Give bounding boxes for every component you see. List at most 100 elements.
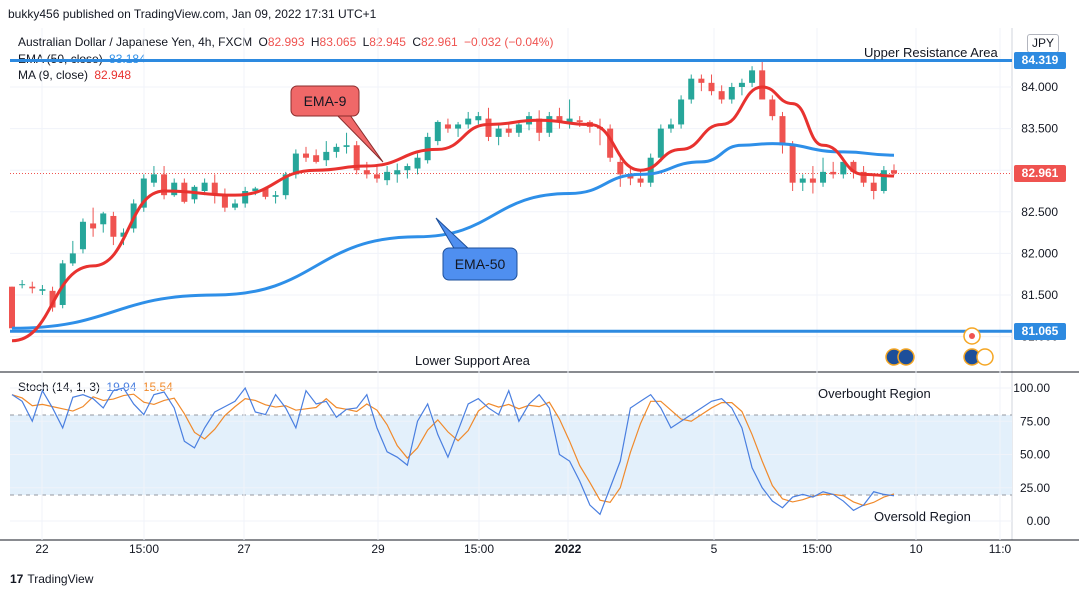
overbought-label: Overbought Region	[818, 386, 931, 401]
price-tick-label: 82.500	[1021, 205, 1058, 219]
candle-body	[232, 203, 239, 208]
candle-body	[384, 171, 391, 181]
symbol-name: Australian Dollar / Japanese Yen, 4h, FX…	[18, 35, 253, 49]
time-tick-label: 2022	[555, 542, 582, 556]
symbol-legend: Australian Dollar / Japanese Yen, 4h, FX…	[18, 35, 556, 49]
stoch-d-line	[11, 393, 895, 507]
candle-body	[303, 153, 309, 158]
candle-body	[728, 87, 735, 100]
time-tick-label: 27	[237, 542, 251, 556]
candle-body	[79, 221, 86, 250]
candle-body	[333, 146, 340, 152]
ma-legend: MA (9, close) 82.948	[18, 68, 134, 82]
event-dot-icon	[969, 333, 975, 339]
candle-body	[556, 116, 563, 122]
tradingview-logo-icon: 17	[10, 572, 24, 586]
ema50-callout-text: EMA-50	[455, 256, 506, 272]
candle-body	[282, 174, 289, 196]
tradingview-brand: TradingView	[27, 572, 94, 586]
ema50-callout-box	[442, 247, 518, 281]
candle-body	[840, 161, 847, 175]
time-tick-label: 10	[909, 542, 923, 556]
candle-body	[738, 82, 745, 87]
ohlc-close: C82.961	[412, 35, 458, 49]
candle-body	[343, 145, 350, 147]
candle-body	[262, 188, 269, 197]
aud-flag-icon	[897, 348, 915, 366]
candle-body	[607, 128, 614, 158]
candle-body	[647, 157, 654, 183]
candle-body	[323, 151, 330, 161]
time-tick-label: 22	[35, 542, 49, 556]
stoch-d-value: 15.54	[142, 380, 173, 394]
stoch-tick-label: 50.00	[1020, 448, 1050, 462]
ohlc-change: −0.032 (−0.04%)	[464, 35, 554, 49]
current-price-tag: 82.961	[1014, 165, 1066, 183]
candles	[9, 62, 897, 329]
ma9-line	[11, 85, 895, 343]
candle-body	[465, 118, 472, 125]
candle-body	[363, 170, 370, 175]
ema9-callout-text: EMA-9	[304, 93, 347, 109]
candle-body	[404, 166, 411, 171]
stoch-k-line	[11, 386, 895, 516]
time-tick-label: 29	[371, 542, 385, 556]
candle-body	[536, 118, 543, 133]
candle-body	[140, 178, 147, 208]
currency-button[interactable]: JPY	[1027, 34, 1059, 53]
candle-body	[69, 253, 76, 264]
time-tick-label: 5	[711, 542, 718, 556]
candle-body	[515, 124, 522, 133]
candle-body	[830, 171, 837, 175]
candle-body	[495, 128, 502, 137]
candle-body	[708, 82, 715, 92]
candle-body	[110, 215, 117, 237]
oversold-label: Oversold Region	[874, 509, 971, 524]
candle-body	[29, 286, 36, 289]
event-marker-icon	[976, 348, 994, 366]
resistance-price-tag: 84.319	[1014, 52, 1066, 70]
candle-body	[870, 182, 877, 191]
candle-body	[292, 153, 299, 175]
candle-body	[566, 118, 573, 122]
candle-body	[201, 182, 208, 191]
ema9-callout-box	[290, 85, 360, 117]
candle-body	[505, 128, 512, 133]
candle-body	[414, 157, 421, 169]
time-tick-label: 15:00	[129, 542, 159, 556]
candle-body	[820, 171, 827, 183]
candle-body	[455, 124, 462, 129]
tradingview-logo[interactable]: 17 TradingView	[10, 572, 93, 586]
candle-body	[749, 70, 756, 83]
candle-body	[272, 195, 279, 197]
candle-body	[19, 284, 26, 286]
candle-body	[809, 178, 816, 183]
stoch-tick-label: 25.00	[1020, 481, 1050, 495]
candle-body	[698, 78, 705, 83]
ma-legend-value: 82.948	[94, 68, 132, 82]
candle-body	[313, 155, 320, 162]
ohlc-high: H83.065	[310, 35, 357, 49]
publisher-header: bukky456 published on TradingView.com, J…	[8, 7, 377, 21]
time-tick-label: 15:00	[802, 542, 832, 556]
candle-body	[39, 289, 46, 291]
candle-body	[434, 121, 441, 142]
ohlc-open: O82.993	[258, 35, 305, 49]
candle-body	[373, 174, 380, 179]
lower-support-label: Lower Support Area	[415, 353, 531, 368]
candle-body	[759, 70, 766, 100]
time-axis: 22 15:00 27 29 15:00 2022 5 15:00 10 11:0	[35, 28, 1012, 556]
price-tick-label: 81.500	[1021, 288, 1058, 302]
candle-body	[617, 161, 624, 175]
candle-body	[100, 213, 107, 225]
upper-resistance-label: Upper Resistance Area	[864, 45, 998, 60]
candle-body	[850, 161, 857, 172]
stoch-axis: 100.00 75.00 50.00 25.00 0.00	[10, 381, 1050, 528]
candle-body	[667, 124, 674, 129]
candle-body	[688, 78, 695, 100]
candle-body	[394, 170, 401, 175]
candle-body	[252, 188, 259, 191]
candle-body	[576, 120, 583, 122]
price-tick-label: 83.500	[1021, 122, 1058, 136]
candle-body	[485, 118, 492, 137]
